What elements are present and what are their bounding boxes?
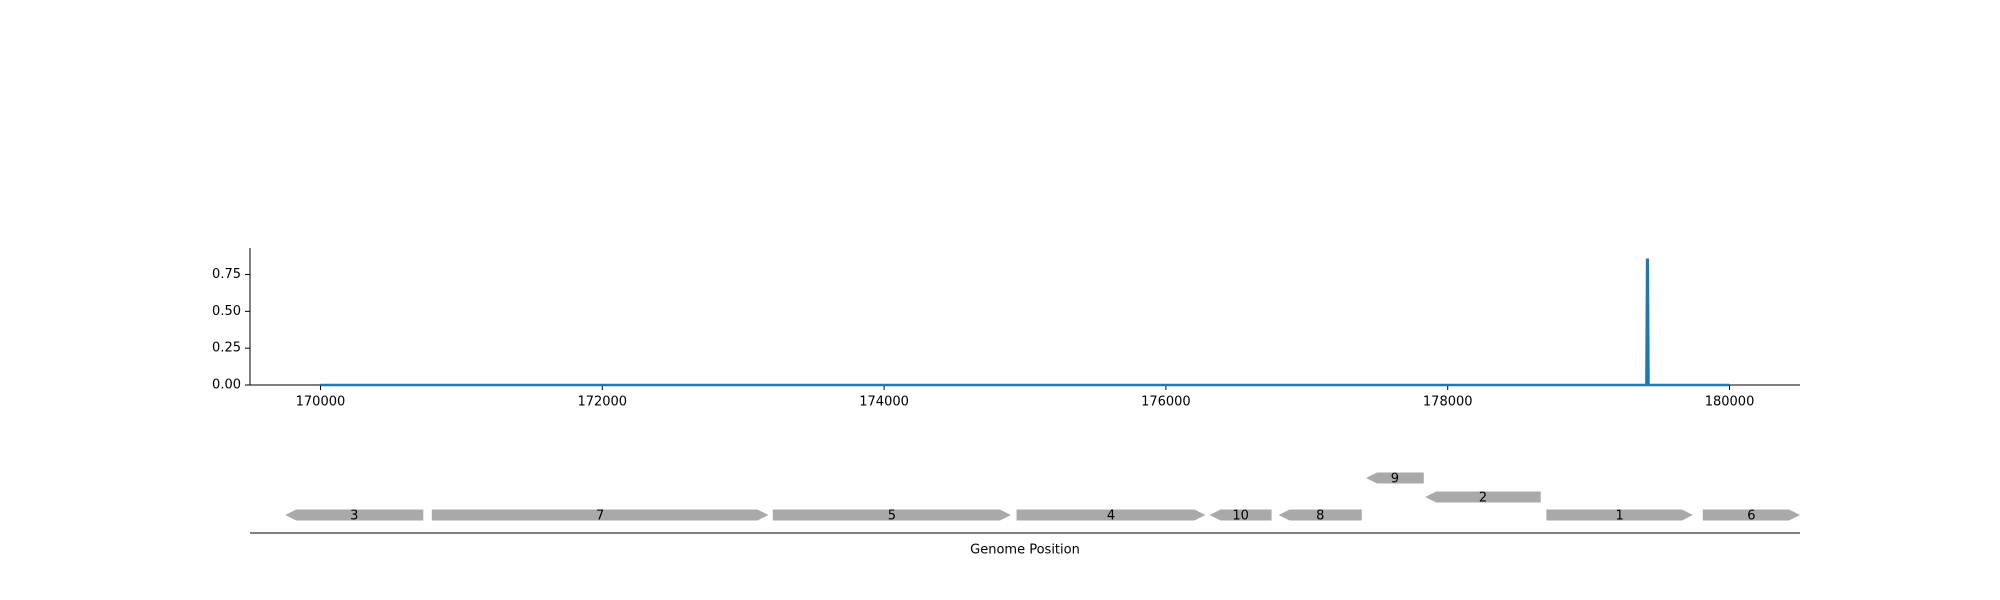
x-tick-label: 176000 (1141, 395, 1191, 410)
gene-1: 1 (1546, 509, 1693, 524)
x-tick-label: 174000 (859, 395, 909, 410)
gene-map: 3 7 5 4 10 8 9 2 1 6 Genome Position (250, 472, 1800, 558)
gene-9: 9 (1366, 472, 1424, 487)
gene-arrow (1016, 509, 1206, 521)
gene-arrow (1546, 509, 1693, 521)
gene-label: 2 (1479, 491, 1487, 506)
x-axis-ticks: 170000 172000 174000 176000 178000 180000 (296, 385, 1755, 410)
gene-3: 3 (285, 509, 424, 524)
gene-2: 2 (1425, 491, 1541, 506)
gene-arrow (1702, 509, 1800, 521)
series-layer (320, 258, 1730, 387)
y-tick-label: 0.50 (212, 304, 241, 319)
y-axis-ticks: 0.00 0.25 0.50 0.75 (212, 267, 250, 393)
gene-10: 10 (1209, 509, 1272, 524)
gene-8: 8 (1278, 509, 1362, 524)
gene-7: 7 (431, 509, 769, 524)
coverage-plot: 0.00 0.25 0.50 0.75 170000 172000 174000 17600… (212, 248, 1800, 410)
gene-label: 5 (888, 509, 896, 524)
gene-label: 3 (350, 509, 358, 524)
x-tick-label: 170000 (296, 395, 346, 410)
gene-label: 8 (1316, 509, 1324, 524)
gene-label: 6 (1747, 509, 1755, 524)
x-tick-label: 178000 (1423, 395, 1473, 410)
y-tick-label: 0.75 (212, 267, 241, 282)
gene-label: 9 (1391, 472, 1399, 487)
gene-label: 4 (1107, 509, 1115, 524)
gene-label: 7 (596, 509, 604, 524)
gene-4: 4 (1016, 509, 1206, 524)
gene-arrow (285, 509, 424, 521)
gene-6: 6 (1702, 509, 1800, 524)
coverage-series-line (320, 258, 1730, 387)
genes-layer: 3 7 5 4 10 8 9 2 1 6 (285, 472, 1800, 524)
y-tick-label: 0.00 (212, 378, 241, 393)
x-tick-label: 172000 (577, 395, 627, 410)
x-tick-label: 180000 (1705, 395, 1755, 410)
gene-arrow (1425, 491, 1541, 503)
gene-arrow (431, 509, 769, 521)
gene-arrow (772, 509, 1011, 521)
gene-label: 1 (1615, 509, 1623, 524)
y-tick-label: 0.25 (212, 341, 241, 356)
gene-map-xlabel: Genome Position (970, 543, 1080, 558)
gene-arrow (1366, 472, 1424, 484)
gene-arrow (1278, 509, 1362, 521)
gene-5: 5 (772, 509, 1011, 524)
gene-label: 10 (1232, 509, 1249, 524)
gene-arrow (1209, 509, 1272, 521)
